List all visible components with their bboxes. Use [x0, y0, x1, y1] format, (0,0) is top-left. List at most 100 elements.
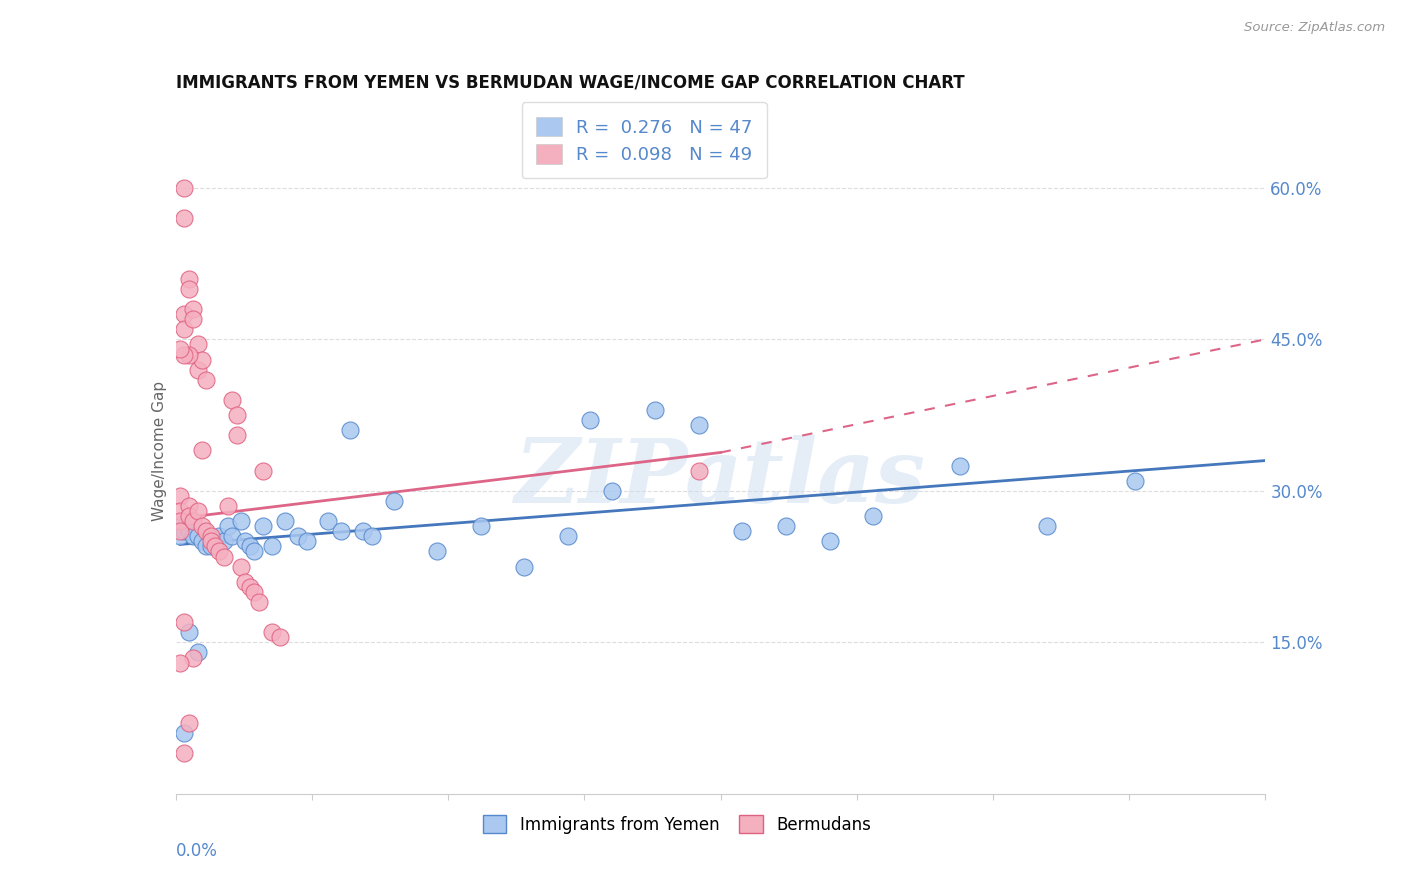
Point — [1123, 474, 1146, 488]
Point — [231, 514, 253, 528]
Point — [173, 615, 195, 630]
Point — [513, 559, 536, 574]
Point — [186, 645, 209, 659]
Point — [247, 595, 270, 609]
Point — [239, 540, 262, 554]
Point — [173, 322, 195, 336]
Point — [177, 347, 200, 361]
Point — [200, 529, 222, 543]
Point — [186, 362, 209, 376]
Point — [169, 519, 191, 533]
Point — [173, 747, 195, 761]
Y-axis label: Wage/Income Gap: Wage/Income Gap — [152, 380, 167, 521]
Point — [260, 540, 283, 554]
Point — [181, 301, 204, 316]
Point — [557, 529, 579, 543]
Point — [173, 347, 195, 361]
Point — [330, 524, 353, 539]
Point — [225, 428, 247, 442]
Point — [217, 499, 239, 513]
Point — [688, 464, 710, 478]
Point — [274, 514, 297, 528]
Point — [243, 585, 266, 599]
Point — [208, 529, 231, 543]
Point — [221, 529, 243, 543]
Point — [186, 529, 209, 543]
Text: IMMIGRANTS FROM YEMEN VS BERMUDAN WAGE/INCOME GAP CORRELATION CHART: IMMIGRANTS FROM YEMEN VS BERMUDAN WAGE/I… — [176, 74, 965, 92]
Point — [177, 499, 200, 513]
Point — [221, 392, 243, 407]
Point — [169, 343, 191, 357]
Point — [208, 544, 231, 558]
Point — [169, 514, 191, 528]
Point — [235, 534, 257, 549]
Point — [239, 580, 262, 594]
Text: Source: ZipAtlas.com: Source: ZipAtlas.com — [1244, 21, 1385, 34]
Point — [287, 529, 309, 543]
Point — [862, 509, 884, 524]
Point — [352, 524, 374, 539]
Point — [470, 519, 492, 533]
Point — [212, 534, 235, 549]
Point — [186, 337, 209, 351]
Point — [195, 373, 218, 387]
Point — [269, 630, 291, 644]
Point — [177, 282, 200, 296]
Point — [775, 519, 797, 533]
Point — [169, 656, 191, 670]
Point — [177, 271, 200, 285]
Point — [173, 726, 195, 740]
Point — [426, 544, 449, 558]
Point — [579, 413, 602, 427]
Point — [295, 534, 318, 549]
Point — [818, 534, 841, 549]
Point — [200, 534, 222, 549]
Point — [177, 524, 200, 539]
Point — [1036, 519, 1059, 533]
Point — [195, 540, 218, 554]
Point — [169, 489, 191, 503]
Point — [382, 494, 405, 508]
Point — [688, 418, 710, 433]
Point — [644, 403, 666, 417]
Point — [949, 458, 972, 473]
Point — [204, 540, 226, 554]
Point — [360, 529, 382, 543]
Point — [173, 524, 195, 539]
Point — [181, 650, 204, 665]
Point — [181, 514, 204, 528]
Point — [200, 540, 222, 554]
Point — [169, 504, 191, 518]
Point — [173, 181, 195, 195]
Point — [231, 559, 253, 574]
Point — [600, 483, 623, 498]
Legend: Immigrants from Yemen, Bermudans: Immigrants from Yemen, Bermudans — [472, 805, 882, 844]
Point — [177, 509, 200, 524]
Point — [173, 307, 195, 321]
Point — [235, 574, 257, 589]
Point — [177, 625, 200, 640]
Point — [318, 514, 340, 528]
Point — [169, 529, 191, 543]
Text: ZIPatlas: ZIPatlas — [515, 434, 927, 521]
Point — [212, 549, 235, 564]
Point — [217, 519, 239, 533]
Point — [181, 312, 204, 326]
Point — [186, 504, 209, 518]
Point — [252, 464, 274, 478]
Point — [225, 408, 247, 422]
Point — [191, 519, 214, 533]
Point — [181, 529, 204, 543]
Point — [169, 524, 191, 539]
Text: 0.0%: 0.0% — [176, 842, 218, 860]
Point — [191, 443, 214, 458]
Point — [177, 716, 200, 731]
Point — [173, 211, 195, 226]
Point — [252, 519, 274, 533]
Point — [191, 534, 214, 549]
Point — [191, 352, 214, 367]
Point — [260, 625, 283, 640]
Point — [204, 534, 226, 549]
Point — [731, 524, 754, 539]
Point — [339, 423, 361, 437]
